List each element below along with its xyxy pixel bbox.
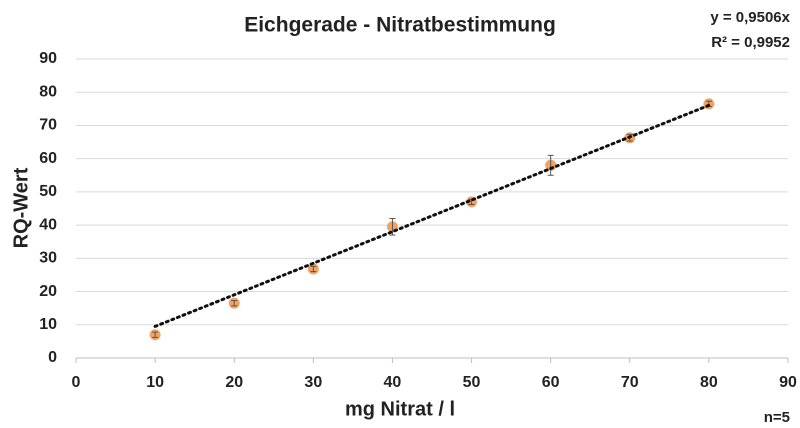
x-axis-title: mg Nitrat / l [345,398,455,420]
chart-title: Eichgerade - Nitratbestimmung [244,14,556,37]
x-tick-label: 60 [542,374,560,391]
y-tick-label: 60 [39,150,57,167]
x-tick-label: 40 [384,374,402,391]
y-tick-label: 10 [39,316,57,333]
x-tick-label: 20 [225,374,243,391]
y-tick-label: 20 [39,283,57,300]
trendline-equation: y = 0,9506x [710,9,790,26]
x-tick-label: 30 [304,374,322,391]
y-tick-label: 40 [39,216,57,233]
y-tick-label: 80 [39,83,57,100]
r-squared: R² = 0,9952 [711,34,790,51]
y-tick-label: 30 [39,250,57,267]
trendline [153,103,711,328]
y-tick-label: 50 [39,183,57,200]
x-tick-label: 70 [621,374,639,391]
y-tick-label: 90 [39,50,57,67]
x-tick-label: 80 [700,374,718,391]
x-tick-label: 90 [779,374,797,391]
x-tick-label: 10 [146,374,164,391]
x-tick-label: 0 [72,374,81,391]
y-tick-label: 0 [48,349,57,366]
y-tick-label: 70 [39,117,57,134]
y-axis-title: RQ-Wert [10,167,32,248]
sample-note: n=5 [764,409,790,426]
x-tick-label: 50 [463,374,481,391]
